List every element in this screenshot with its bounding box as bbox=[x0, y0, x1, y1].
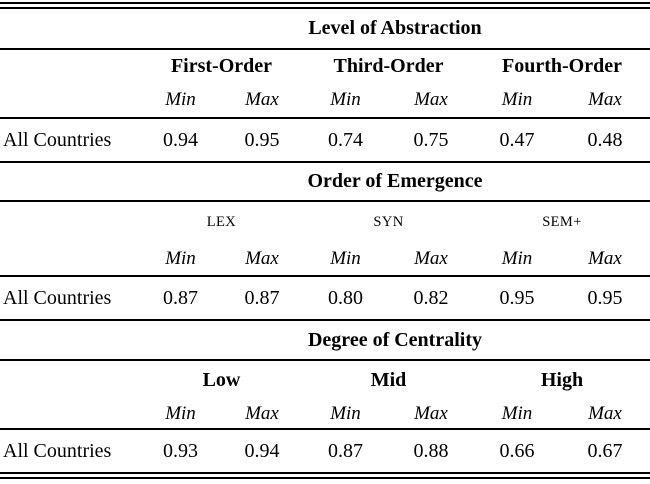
table-cell: 0.87 bbox=[328, 439, 363, 462]
table-cell: 0.87 bbox=[244, 286, 280, 309]
table-cell: 0.80 bbox=[328, 286, 363, 309]
horizontal-rule bbox=[0, 48, 650, 50]
table-cell: 0.75 bbox=[413, 128, 449, 151]
group-header-third-order: Third-Order bbox=[333, 54, 444, 77]
table-cell: 0.66 bbox=[499, 439, 535, 462]
group-header-first-order: First-Order bbox=[170, 54, 273, 77]
section-title-row: Degree of Centrality bbox=[0, 321, 650, 359]
subcolumn-header-min: Min bbox=[501, 88, 533, 110]
group-header-row: Low Mid High bbox=[0, 361, 650, 399]
subcolumn-header-max: Max bbox=[245, 247, 279, 269]
horizontal-rule bbox=[0, 275, 650, 277]
subcolumn-header-min: Min bbox=[501, 402, 533, 424]
subheader-row: Min Max Min Max Min Max bbox=[0, 242, 650, 275]
table-cell: 0.67 bbox=[587, 439, 623, 462]
subcolumn-header-max: Max bbox=[245, 88, 279, 110]
table-cell: 0.87 bbox=[163, 286, 198, 309]
horizontal-rule bbox=[0, 319, 650, 321]
horizontal-rule bbox=[0, 200, 650, 202]
group-header-row: First-Order Third-Order Fourth-Order bbox=[0, 50, 650, 82]
section-title-row: Order of Emergence bbox=[0, 163, 650, 200]
group-header-row: LEX SYN SEM+ bbox=[0, 202, 650, 242]
subcolumn-header-min: Min bbox=[330, 402, 361, 424]
table-row: All Countries 0.87 0.87 0.80 0.82 0.95 0… bbox=[0, 277, 650, 319]
table-cell: 0.95 bbox=[587, 286, 623, 309]
subcolumn-header-min: Min bbox=[330, 247, 361, 269]
table-cell: 0.95 bbox=[499, 286, 535, 309]
subcolumn-header-min: Min bbox=[501, 247, 533, 269]
table-cell: 0.47 bbox=[499, 128, 535, 151]
section-title-level-of-abstraction: Level of Abstraction bbox=[308, 17, 482, 39]
group-header-sem-plus: SEM+ bbox=[542, 213, 582, 230]
subcolumn-header-max: Max bbox=[588, 88, 622, 110]
group-header-low: Low bbox=[202, 368, 241, 391]
subcolumn-header-max: Max bbox=[414, 402, 448, 424]
table-cell: 0.88 bbox=[413, 439, 449, 462]
table-row: All Countries 0.93 0.94 0.87 0.88 0.66 0… bbox=[0, 430, 650, 472]
subheader-row: Min Max Min Max Min Max bbox=[0, 82, 650, 117]
section-title-order-of-emergence: Order of Emergence bbox=[307, 170, 483, 192]
subcolumn-header-min: Min bbox=[165, 88, 196, 110]
subcolumn-header-max: Max bbox=[245, 402, 279, 424]
table-cell: 0.48 bbox=[587, 128, 623, 151]
table-cell: 0.93 bbox=[163, 439, 198, 462]
group-header-lex: LEX bbox=[206, 213, 237, 230]
group-header-fourth-order: Fourth-Order bbox=[502, 54, 622, 77]
subcolumn-header-max: Max bbox=[414, 247, 448, 269]
group-header-mid: Mid bbox=[370, 368, 407, 391]
row-label: All Countries bbox=[3, 439, 112, 462]
horizontal-rule bbox=[0, 359, 650, 361]
row-label: All Countries bbox=[3, 128, 112, 151]
subheader-row: Min Max Min Max Min Max bbox=[0, 399, 650, 428]
row-label: All Countries bbox=[3, 286, 112, 309]
subcolumn-header-max: Max bbox=[414, 88, 448, 110]
table-cell: 0.74 bbox=[328, 128, 363, 151]
table-cell: 0.94 bbox=[244, 439, 280, 462]
horizontal-rule bbox=[0, 161, 650, 163]
table-cell: 0.82 bbox=[413, 286, 449, 309]
bottom-double-rule bbox=[0, 472, 650, 479]
subcolumn-header-min: Min bbox=[330, 88, 361, 110]
group-header-syn: SYN bbox=[373, 213, 404, 230]
subcolumn-header-max: Max bbox=[588, 247, 622, 269]
subcolumn-header-min: Min bbox=[165, 402, 196, 424]
horizontal-rule bbox=[0, 117, 650, 119]
horizontal-rule bbox=[0, 428, 650, 430]
subcolumn-header-max: Max bbox=[588, 402, 622, 424]
group-header-high: High bbox=[540, 368, 584, 391]
section-title-row: Level of Abstraction bbox=[0, 9, 650, 48]
section-title-degree-of-centrality: Degree of Centrality bbox=[307, 328, 482, 351]
top-double-rule bbox=[0, 2, 650, 9]
table-cell: 0.94 bbox=[163, 128, 198, 151]
table-row: All Countries 0.94 0.95 0.74 0.75 0.47 0… bbox=[0, 119, 650, 161]
table-cell: 0.95 bbox=[244, 128, 280, 151]
subcolumn-header-min: Min bbox=[165, 247, 196, 269]
